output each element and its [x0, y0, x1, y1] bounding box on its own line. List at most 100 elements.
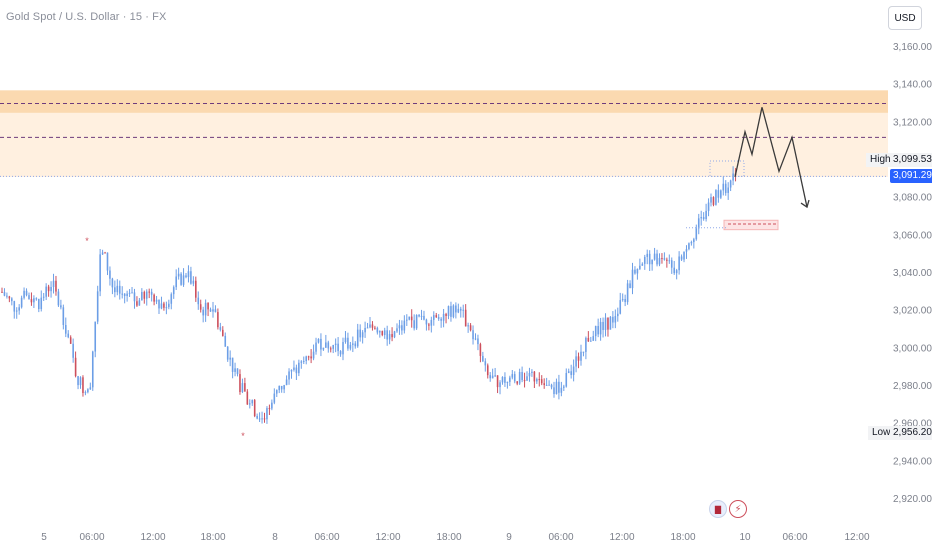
candle-body: [190, 271, 192, 284]
candle-body: [89, 387, 92, 390]
us-flag-event-icon[interactable]: ▇: [709, 500, 727, 518]
candle-body: [616, 313, 619, 317]
candle-body: [425, 319, 428, 325]
candle-body: [631, 269, 634, 289]
candle-body: [349, 344, 352, 349]
candle-body: [577, 356, 580, 361]
candle-body: [168, 303, 170, 308]
candle-body: [6, 295, 8, 297]
candle-body: [484, 361, 487, 366]
y-tick-label: 2,960.00: [893, 419, 932, 430]
candle-body: [359, 329, 361, 338]
candle-body: [494, 375, 496, 377]
candle-body: [406, 319, 408, 321]
candle-body: [160, 303, 163, 309]
candle-body: [23, 290, 25, 298]
candle-body: [69, 337, 72, 344]
candle-body: [499, 382, 501, 388]
candle-body: [624, 299, 626, 303]
candle-body: [329, 348, 332, 350]
candle-body: [38, 299, 40, 310]
candle-body: [668, 260, 671, 262]
y-tick-label: 2,920.00: [893, 494, 932, 505]
low-marker: *: [241, 431, 245, 441]
x-tick-label: 18:00: [436, 532, 461, 543]
candle-body: [558, 381, 560, 393]
x-tick-label: 9: [506, 532, 512, 543]
candle-body: [20, 297, 23, 308]
candle-body: [13, 301, 16, 312]
candle-body: [614, 316, 617, 323]
candle-body: [430, 319, 433, 326]
y-tick-label: 3,120.00: [893, 117, 932, 128]
candle-body: [732, 173, 734, 181]
candle-body: [673, 267, 676, 274]
x-tick-label: 06:00: [548, 532, 573, 543]
candle-body: [531, 371, 533, 373]
candle-body: [1, 291, 3, 293]
candle-body: [280, 385, 283, 390]
candle-body: [592, 336, 595, 341]
candle-body: [327, 342, 330, 349]
candle-body: [415, 314, 418, 329]
candle-body: [332, 345, 334, 349]
candle-body: [639, 265, 641, 269]
candle-body: [101, 252, 104, 255]
candle-body: [158, 299, 160, 309]
candle-body: [133, 292, 136, 302]
candle-body: [111, 278, 114, 288]
candle-body: [207, 302, 209, 310]
candle-body: [57, 291, 60, 306]
candle-body: [707, 202, 710, 211]
candle-body: [501, 376, 504, 383]
candle-body: [486, 365, 489, 376]
candle-body: [18, 307, 20, 311]
candle-body: [700, 217, 702, 219]
x-tick-label: 06:00: [79, 532, 104, 543]
candle-body: [695, 228, 698, 240]
candle-body: [727, 187, 729, 193]
candle-body: [116, 285, 119, 293]
flash-event-icon[interactable]: ⚡: [729, 500, 747, 518]
candle-body: [320, 338, 322, 350]
candle-body: [477, 338, 479, 345]
candle-body: [712, 197, 715, 205]
candle-body: [670, 260, 673, 268]
chart-title: Gold Spot / U.S. Dollar · 15 · FX: [6, 11, 167, 23]
candle-body: [550, 384, 553, 388]
candle-body: [352, 343, 354, 345]
candle-body: [597, 326, 599, 335]
current-price-tag: 3,091.29: [890, 169, 932, 183]
high-label: High: [866, 153, 895, 167]
currency-button[interactable]: USD: [888, 6, 922, 30]
candle-body: [222, 329, 224, 336]
candle-body: [356, 329, 359, 347]
candle-body: [214, 309, 217, 313]
candle-body: [283, 385, 285, 390]
candle-body: [391, 334, 393, 338]
candle-body: [334, 343, 337, 346]
candle-body: [572, 366, 575, 375]
candle-body: [587, 337, 590, 342]
candle-body: [582, 351, 585, 353]
candle-body: [690, 242, 693, 244]
candle-body: [418, 314, 420, 317]
candle-body: [469, 325, 472, 331]
range-box: [709, 160, 745, 177]
candle-body: [482, 355, 484, 362]
candle-body: [322, 347, 325, 350]
candle-body: [604, 317, 607, 330]
candle-body: [602, 321, 604, 330]
candle-body: [383, 330, 386, 336]
candle-body: [256, 416, 258, 419]
candle-body: [658, 258, 661, 265]
candle-body: [688, 243, 690, 250]
candle-body: [697, 218, 700, 229]
candle-body: [403, 320, 406, 331]
candle-body: [261, 418, 263, 420]
candle-body: [567, 371, 570, 374]
candle-body: [398, 325, 401, 329]
candle-body: [251, 400, 254, 404]
candle-body: [590, 340, 592, 342]
